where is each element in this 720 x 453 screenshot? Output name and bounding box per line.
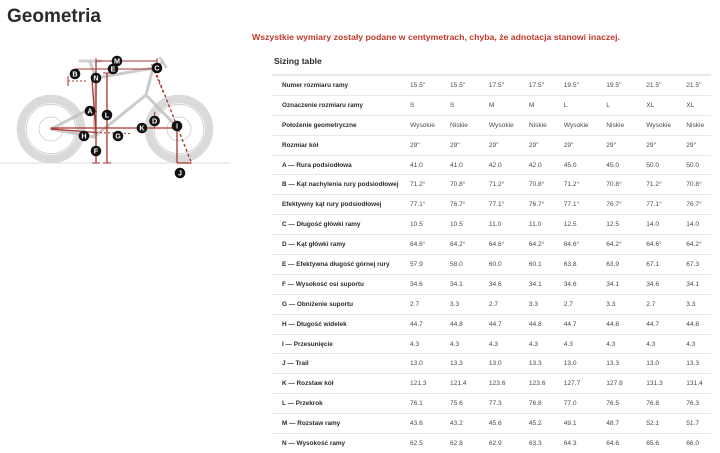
svg-text:G: G [115,132,121,141]
svg-text:H: H [81,132,86,141]
svg-text:B: B [72,70,77,79]
svg-text:I: I [176,122,178,131]
svg-text:L: L [105,111,110,120]
svg-text:D: D [152,117,157,126]
svg-text:C: C [154,64,159,73]
svg-text:F: F [94,147,99,156]
svg-text:A: A [87,107,92,116]
svg-text:K: K [139,124,145,133]
svg-text:E: E [111,65,116,74]
svg-text:J: J [178,169,182,178]
svg-text:N: N [93,74,98,83]
